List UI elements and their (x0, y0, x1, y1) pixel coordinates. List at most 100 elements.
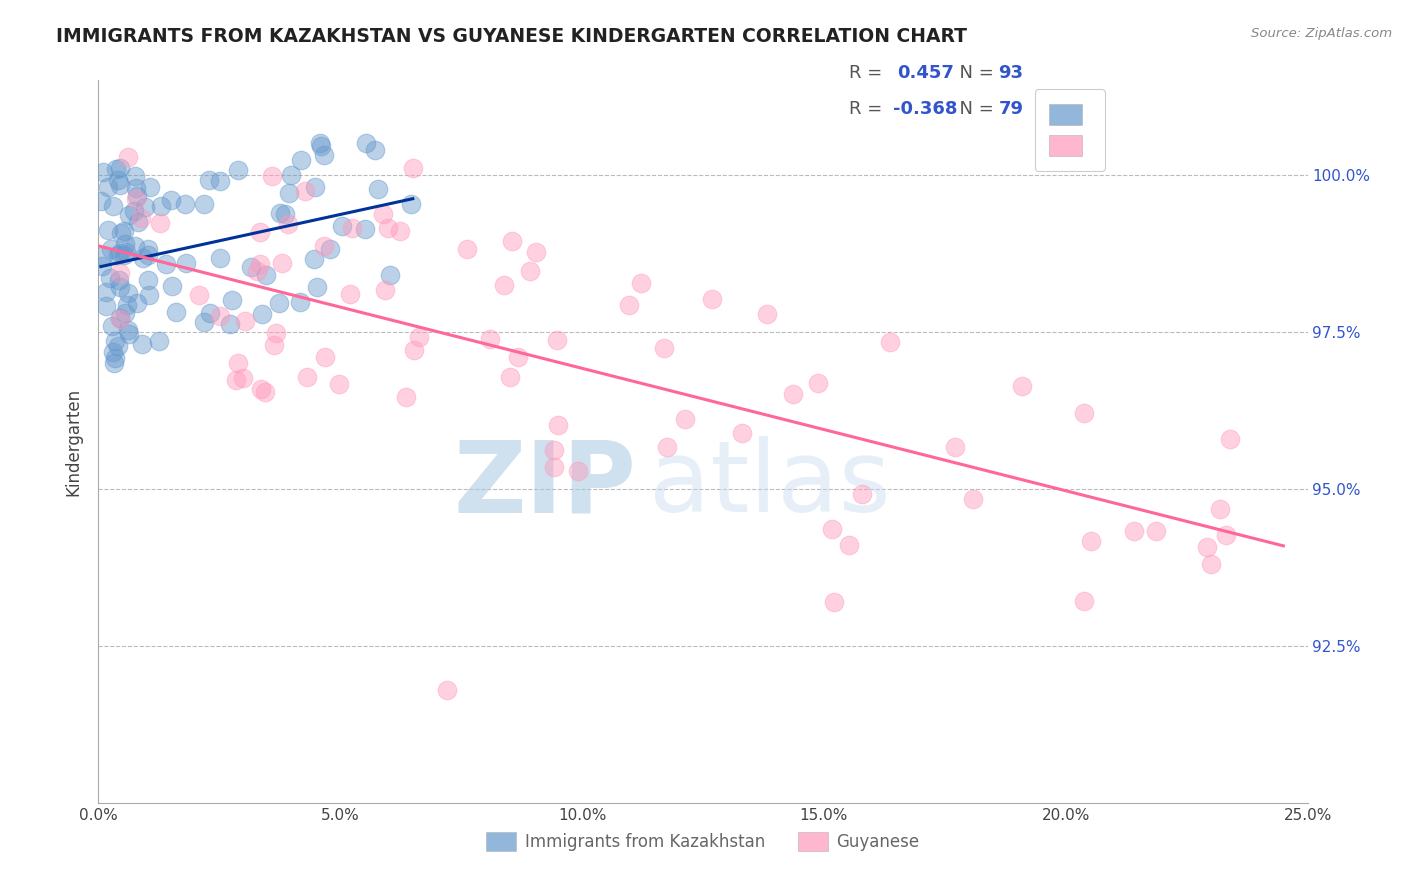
Point (148, 334, 170, 349)
Point (395, 390, 418, 404)
Point (314, 350, 336, 364)
Point (543, 460, 565, 475)
Point (567, 465, 589, 479)
Point (380, 268, 402, 283)
Point (304, 180, 326, 194)
Point (110, 178, 132, 192)
Point (117, 286, 139, 301)
Point (101, 319, 124, 334)
Point (108, 310, 131, 325)
Point (136, 248, 159, 262)
Point (374, 283, 396, 297)
Point (125, 296, 148, 310)
Point (269, 296, 291, 310)
Point (253, 385, 276, 400)
Point (271, 256, 294, 270)
Point (402, 343, 425, 357)
Point (1144, 524, 1167, 538)
Point (249, 257, 271, 271)
Point (125, 181, 148, 195)
Point (499, 370, 522, 384)
Point (115, 244, 138, 259)
Point (118, 208, 141, 222)
Point (101, 199, 124, 213)
Text: atlas: atlas (648, 436, 890, 533)
Point (1199, 557, 1222, 571)
Text: N =: N = (948, 64, 1000, 82)
Point (160, 194, 183, 208)
Point (280, 169, 302, 183)
Point (402, 161, 425, 176)
Point (314, 148, 336, 162)
Text: -0.368: -0.368 (893, 100, 957, 118)
Point (117, 323, 139, 337)
Point (494, 278, 516, 293)
Point (506, 350, 529, 364)
Point (103, 356, 125, 370)
Point (1219, 432, 1241, 446)
Point (1080, 533, 1102, 548)
Point (225, 373, 247, 387)
Point (339, 286, 361, 301)
Point (117, 150, 139, 164)
Point (1209, 502, 1232, 516)
Point (547, 417, 569, 432)
Point (273, 207, 295, 221)
Point (174, 197, 197, 211)
Point (155, 256, 177, 270)
Point (209, 251, 232, 265)
Point (107, 338, 129, 352)
Point (149, 216, 172, 230)
Point (114, 306, 136, 320)
Point (114, 237, 136, 252)
Point (249, 225, 271, 239)
Point (208, 173, 231, 187)
Legend: Immigrants from Kazakhstan, Guyanese: Immigrants from Kazakhstan, Guyanese (478, 823, 928, 860)
Point (100, 242, 122, 256)
Point (110, 226, 132, 240)
Point (655, 440, 678, 454)
Point (246, 264, 269, 278)
Point (107, 173, 129, 187)
Point (543, 442, 565, 457)
Point (755, 307, 778, 321)
Point (112, 248, 135, 262)
Point (139, 180, 162, 194)
Y-axis label: Kindergarten: Kindergarten (65, 387, 83, 496)
Text: 79: 79 (998, 100, 1024, 118)
Point (838, 538, 860, 552)
Point (103, 345, 125, 359)
Point (295, 369, 318, 384)
Point (193, 197, 215, 211)
Point (328, 377, 350, 392)
Point (197, 173, 219, 187)
Point (389, 224, 412, 238)
Point (124, 169, 146, 184)
Point (823, 595, 845, 609)
Point (294, 185, 316, 199)
Point (269, 206, 291, 220)
Point (501, 234, 523, 248)
Point (110, 312, 132, 326)
Text: ZIP: ZIP (454, 436, 637, 533)
Point (118, 326, 141, 341)
Point (377, 221, 399, 235)
Point (851, 487, 873, 501)
Point (1073, 593, 1095, 607)
Point (174, 256, 197, 270)
Point (1123, 524, 1146, 539)
Point (250, 382, 273, 396)
Point (90, 194, 112, 208)
Point (342, 221, 364, 235)
Point (129, 211, 152, 226)
Point (675, 412, 697, 426)
Point (96, 285, 118, 299)
Point (226, 163, 249, 178)
Point (1215, 527, 1237, 541)
Point (519, 264, 541, 278)
Point (97, 180, 120, 194)
Point (962, 491, 984, 506)
Point (160, 279, 183, 293)
Point (98, 271, 121, 285)
Point (108, 245, 131, 260)
